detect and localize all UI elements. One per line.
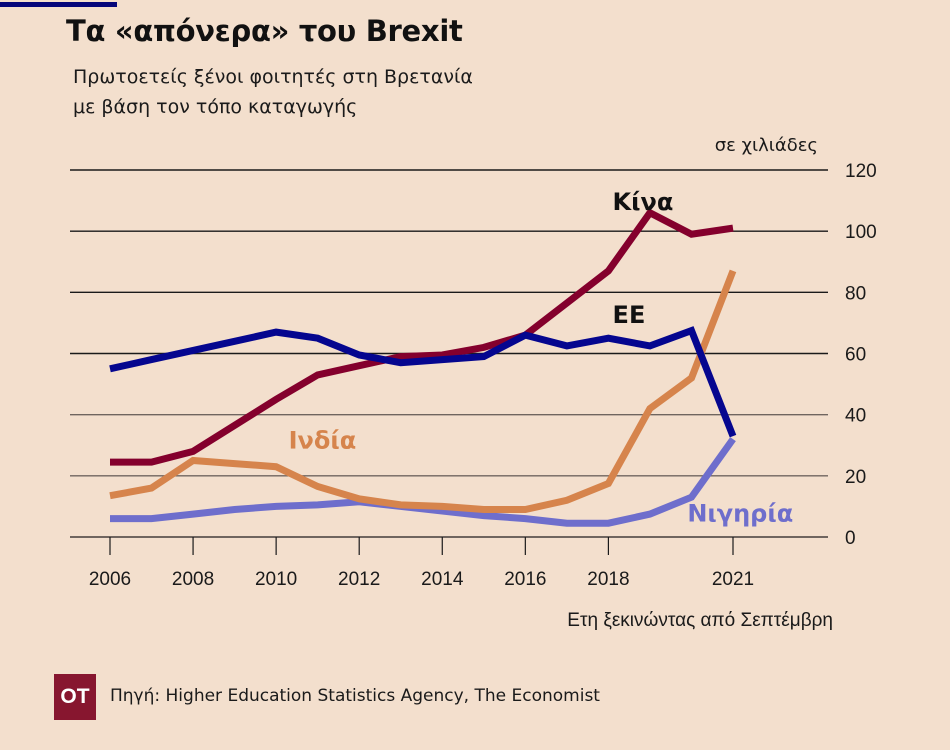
series-line-nigeria [110, 437, 736, 527]
accent-bar [0, 2, 117, 7]
x-tick-label: 2006 [89, 569, 131, 590]
subtitle-line-2: με βάση τον τόπο καταγωγής [73, 96, 358, 118]
y-tick-label: 20 [845, 467, 866, 488]
y-tick-label: 40 [845, 406, 866, 427]
series-label-nigeria: Νιγηρία [687, 500, 793, 528]
x-tick-label: 2010 [255, 569, 297, 590]
series-label-china: Κίνα [613, 188, 674, 216]
chart-subtitle: Πρωτοετείς ξένοι φοιτητές στη Βρετανία μ… [73, 62, 473, 122]
y-tick-label: 0 [845, 528, 856, 549]
unit-label: σε χιλιάδες [714, 135, 818, 156]
x-tick-label: 2021 [712, 569, 754, 590]
x-tick-label: 2014 [421, 569, 464, 590]
series-line-eu [109, 326, 737, 438]
x-tick-label: 2008 [172, 569, 214, 590]
brand-logo: OT [54, 674, 96, 720]
series-line-china [110, 208, 734, 466]
series-line-india [109, 269, 737, 513]
y-tick-label: 120 [845, 161, 877, 182]
subtitle-line-1: Πρωτοετείς ξένοι φοιτητές στη Βρετανία [73, 66, 473, 88]
x-axis-title: Ετη ξεκινώντας από Σεπτέμβρη [567, 610, 833, 631]
chart-title: Τα «απόνερα» του Brexit [66, 14, 463, 48]
x-tick-label: 2018 [587, 569, 629, 590]
series-label-india: Ινδία [289, 426, 357, 454]
y-tick-label: 80 [845, 283, 866, 304]
source-note: Πηγή: Higher Education Statistics Agency… [110, 686, 600, 706]
y-tick-label: 100 [845, 222, 877, 243]
series-label-eu: ΕΕ [613, 301, 646, 329]
x-tick-label: 2012 [338, 569, 380, 590]
x-tick-label: 2016 [504, 569, 546, 590]
y-tick-label: 60 [845, 345, 866, 366]
